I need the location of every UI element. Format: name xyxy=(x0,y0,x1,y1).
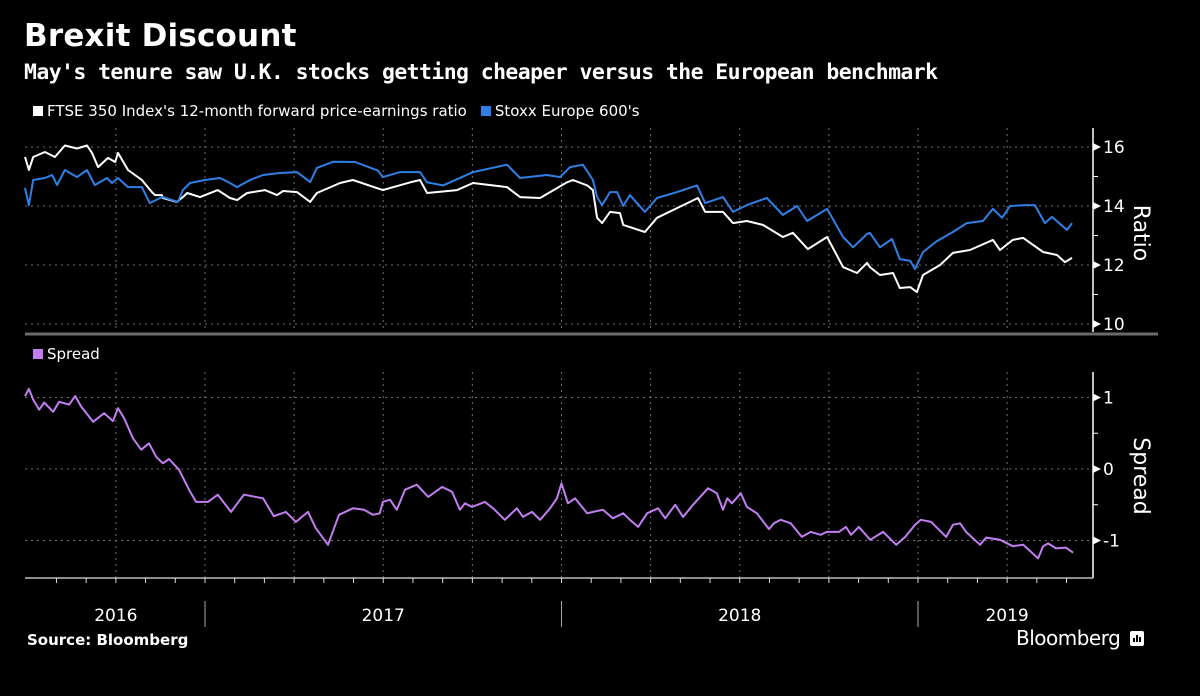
y-tick-marker xyxy=(1093,536,1101,545)
legend-item-ftse: FTSE 350 Index's 12-month forward price-… xyxy=(33,102,467,120)
y-tick-label: 16 xyxy=(1103,138,1125,158)
grid-layer xyxy=(25,128,1093,578)
legend-swatch-spread xyxy=(33,349,43,359)
legend-swatch-ftse xyxy=(33,106,43,116)
legend-item-spread: Spread xyxy=(33,345,100,363)
series-layer xyxy=(24,144,1074,560)
y-tick-marker xyxy=(1093,465,1101,473)
y-tick-label: 1 xyxy=(1103,389,1114,409)
brand-text: Bloomberg xyxy=(1016,626,1121,650)
x-year-label: 2019 xyxy=(985,606,1028,626)
y-tick-marker xyxy=(1093,261,1101,269)
x-year-label: 2016 xyxy=(94,606,137,626)
y-tick-label: 0 xyxy=(1103,460,1114,480)
bloomberg-logo: Bloomberg xyxy=(1016,626,1145,650)
y-axis-title: Spread xyxy=(1128,437,1153,514)
y-tick-label: 10 xyxy=(1103,315,1125,335)
legend-label-ftse: FTSE 350 Index's 12-month forward price-… xyxy=(47,102,467,120)
source-note: Source: Bloomberg xyxy=(27,631,189,649)
axis-layer: 10 12 14 16 Ratio -1 0 1 Spread 2016 2017 2018 2019 xyxy=(25,128,1158,627)
y-tick-marker xyxy=(1093,393,1101,402)
x-year-label: 2017 xyxy=(362,606,405,626)
legend-swatch-stoxx xyxy=(480,106,491,116)
series-line-spread xyxy=(24,387,1074,560)
bloomberg-chart-icon xyxy=(1130,630,1145,646)
legend-label-stoxx: Stoxx Europe 600's xyxy=(494,102,640,120)
legend-bottom: Spread xyxy=(33,345,114,363)
legend-label-spread: Spread xyxy=(47,345,100,363)
legend-top: FTSE 350 Index's 12-month forward price-… xyxy=(33,102,654,120)
series-line-stoxx-europe-600-s xyxy=(24,160,1073,271)
chart-title: Brexit Discount xyxy=(24,18,297,54)
legend-item-stoxx: Stoxx Europe 600's xyxy=(480,102,640,120)
y-tick-label: 12 xyxy=(1103,256,1125,276)
y-tick-label: 14 xyxy=(1103,197,1125,217)
y-tick-marker xyxy=(1093,320,1101,328)
y-tick-marker xyxy=(1093,202,1101,210)
y-tick-marker xyxy=(1093,143,1101,151)
chart-subtitle: May's tenure saw U.K. stocks getting che… xyxy=(24,60,938,85)
y-tick-label: -1 xyxy=(1103,532,1120,552)
y-axis-title: Ratio xyxy=(1128,205,1153,261)
series-line-ftse-350-index-s-12-month-forward-price-earnings-ratio xyxy=(24,144,1073,294)
x-year-label: 2018 xyxy=(718,606,761,626)
